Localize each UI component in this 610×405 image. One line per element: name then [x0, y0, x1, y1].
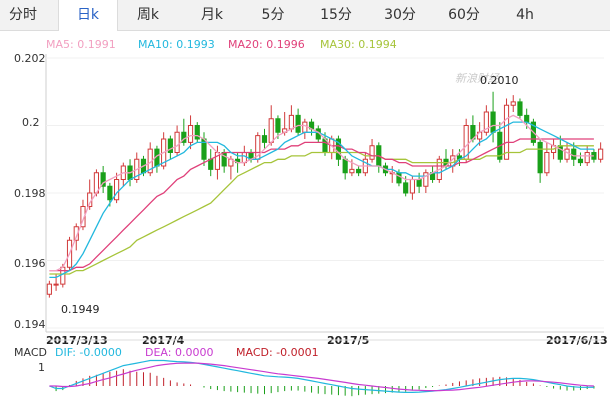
candle-body [80, 206, 86, 228]
macd-dif-label: DIF: -0.0000 [55, 346, 122, 359]
tab-5min[interactable]: 5分 [261, 7, 285, 23]
tab-30min[interactable]: 30分 [384, 7, 416, 23]
candle-body [194, 125, 200, 140]
candle-body [423, 172, 429, 187]
tab-weekly-k[interactable]: 周k [136, 7, 160, 23]
candle-body [517, 101, 523, 116]
candle-body [335, 138, 342, 160]
sina-finance-watermark: 新浪财经 [455, 72, 499, 85]
candle-body [167, 138, 173, 153]
candle-body [100, 172, 106, 187]
macd-y-tick: 1 [38, 361, 45, 374]
macd-dea-line [49, 362, 594, 392]
tab-daily-k[interactable]: 日k [58, 0, 118, 31]
candle-body [187, 125, 194, 143]
candle-body [510, 101, 516, 106]
candle-body [53, 283, 59, 286]
candle-body [409, 179, 415, 194]
ma5-line [49, 114, 594, 272]
tab-15min[interactable]: 15分 [320, 7, 352, 23]
macd-panel-title: MACD [14, 346, 47, 359]
candle-body [369, 145, 375, 160]
macd-value-label: MACD: -0.0001 [236, 346, 319, 359]
candle-body [208, 158, 214, 170]
ma20-legend: MA20: 0.1996 [228, 38, 305, 51]
y-tick-label: 0.202 [14, 52, 46, 65]
candle-body [241, 152, 247, 164]
candle-body [174, 131, 180, 153]
ma20-line [49, 138, 594, 272]
candle-body [114, 179, 120, 201]
candle-body [275, 118, 281, 133]
candle-body [302, 121, 308, 133]
candle-body [295, 114, 301, 133]
macd-dif-line [49, 359, 594, 393]
candle-body [577, 158, 584, 164]
y-tick-label: 0.194 [14, 318, 46, 331]
candle-body [349, 168, 355, 174]
period-tab-bar: 分时 日k 周k 月k 5分 15分 30分 60分 4h [0, 0, 610, 31]
candle-body [107, 185, 113, 201]
tab-60min[interactable]: 60分 [448, 7, 480, 23]
candle-body [490, 111, 496, 133]
candle-body [524, 114, 530, 123]
candle-body [288, 114, 294, 130]
ma30-line [49, 145, 594, 275]
ma10-line [49, 121, 594, 279]
y-tick-label: 0.198 [14, 187, 46, 200]
candle-body [403, 182, 409, 194]
candle-body [46, 283, 52, 295]
macd-dea-label: DEA: 0.0000 [145, 346, 214, 359]
low-annotation: 0.1949 [61, 303, 100, 316]
candle-body [544, 152, 550, 174]
candle-body [483, 111, 489, 133]
ma10-legend: MA10: 0.1993 [138, 38, 215, 51]
y-tick-label: 0.2 [22, 116, 40, 129]
candle-body [60, 266, 66, 285]
ma5-legend: MA5: 0.1991 [46, 38, 116, 51]
candle-body [503, 104, 510, 160]
candle-body [571, 148, 577, 160]
candle-body [564, 148, 570, 160]
candle-body [356, 168, 362, 174]
tab-monthly-k[interactable]: 月k [200, 7, 224, 23]
candle-body [598, 148, 604, 160]
candle-body [537, 141, 543, 174]
tab-4h[interactable]: 4h [516, 7, 534, 23]
candle-body [416, 179, 422, 187]
tab-intraday[interactable]: 分时 [9, 7, 37, 23]
candle-body [342, 158, 348, 174]
high-annotation: 0.2010 [480, 74, 519, 87]
candle-body [396, 172, 402, 184]
y-tick-label: 0.196 [14, 257, 46, 270]
candle-body [268, 118, 274, 143]
candle-body [584, 152, 590, 164]
ma30-legend: MA30: 0.1994 [320, 38, 397, 51]
candle-body [261, 135, 268, 143]
